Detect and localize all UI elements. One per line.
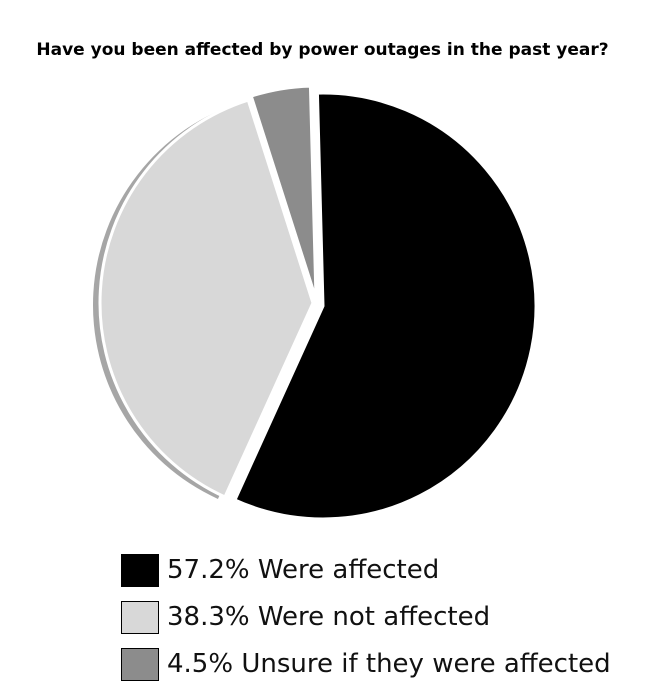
pie-slice-not-affected: [98, 98, 315, 499]
legend-item-affected: 57.2% Were affected: [121, 548, 611, 592]
legend: 57.2% Were affected 38.3% Were not affec…: [121, 548, 611, 689]
legend-swatch-affected: [121, 553, 159, 587]
pie-slice-unsure: [249, 84, 318, 301]
chart-title: Have you been affected by power outages …: [36, 40, 609, 60]
legend-item-unsure: 4.5% Unsure if they were affected: [121, 642, 611, 686]
legend-swatch-not-affected: [121, 600, 159, 634]
pie-slices: [93, 84, 538, 521]
legend-label-unsure: 4.5% Unsure if they were affected: [167, 649, 611, 679]
legend-item-not-affected: 38.3% Were not affected: [121, 595, 611, 639]
legend-swatch-unsure: [121, 647, 159, 681]
legend-label-not-affected: 38.3% Were not affected: [167, 602, 491, 632]
pie-slice-affected: [233, 91, 538, 521]
legend-label-affected: 57.2% Were affected: [167, 555, 440, 585]
